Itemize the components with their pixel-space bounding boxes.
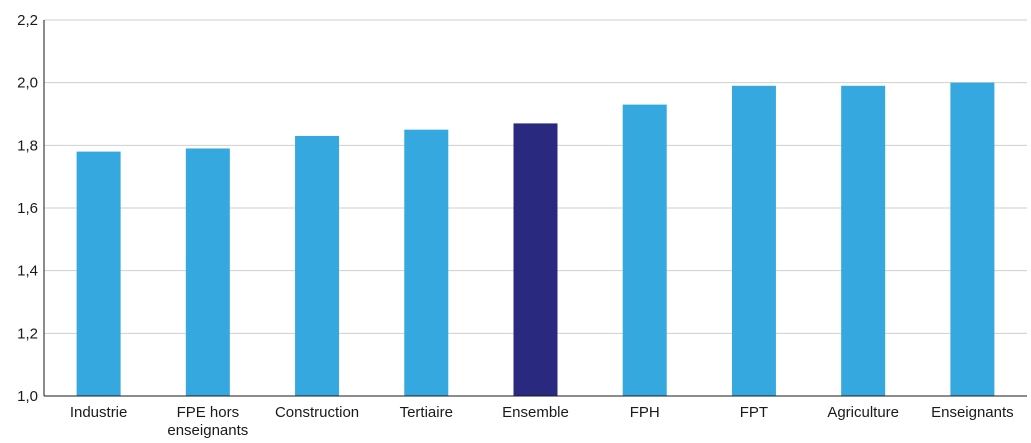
x-category-label: Agriculture (827, 404, 899, 421)
bar-tertiaire (404, 129, 449, 396)
bar-ensemble (513, 123, 558, 397)
bar-agriculture (841, 85, 886, 397)
y-tick-label: 1,4 (17, 263, 38, 280)
x-category-label: Industrie (70, 404, 128, 421)
x-axis-category-labels: Industrie FPE hors enseignants Construction… (70, 404, 1014, 439)
bar-industrie (76, 151, 121, 396)
y-tick-label: 2,2 (17, 12, 38, 29)
bar-enseignants (950, 82, 995, 397)
x-category-label: Tertiaire (400, 404, 453, 421)
y-tick-label: 1,0 (17, 388, 38, 405)
x-category-label: Ensemble (502, 404, 569, 421)
y-tick-label: 1,8 (17, 137, 38, 154)
bar-fpt (731, 85, 776, 397)
x-category-label: FPE hors enseignants (167, 404, 248, 439)
bars (76, 82, 995, 397)
y-axis-tick-labels: 1,0 1,2 1,4 1,6 1,8 2,0 2,2 (17, 12, 38, 405)
bar-fph (622, 104, 667, 396)
y-tick-label: 1,6 (17, 200, 38, 217)
x-category-label: FPT (740, 404, 768, 421)
bar-construction (295, 135, 340, 396)
y-tick-label: 1,2 (17, 325, 38, 342)
x-category-label: Enseignants (931, 404, 1014, 421)
x-category-label: FPH (630, 404, 660, 421)
bar-fpe-hors-enseignants (185, 148, 230, 396)
y-tick-label: 2,0 (17, 75, 38, 92)
x-category-label: Construction (275, 404, 359, 421)
